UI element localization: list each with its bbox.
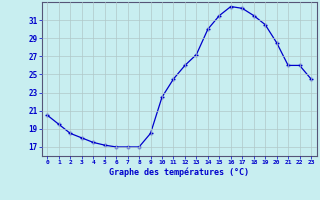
X-axis label: Graphe des températures (°C): Graphe des températures (°C) (109, 168, 249, 177)
